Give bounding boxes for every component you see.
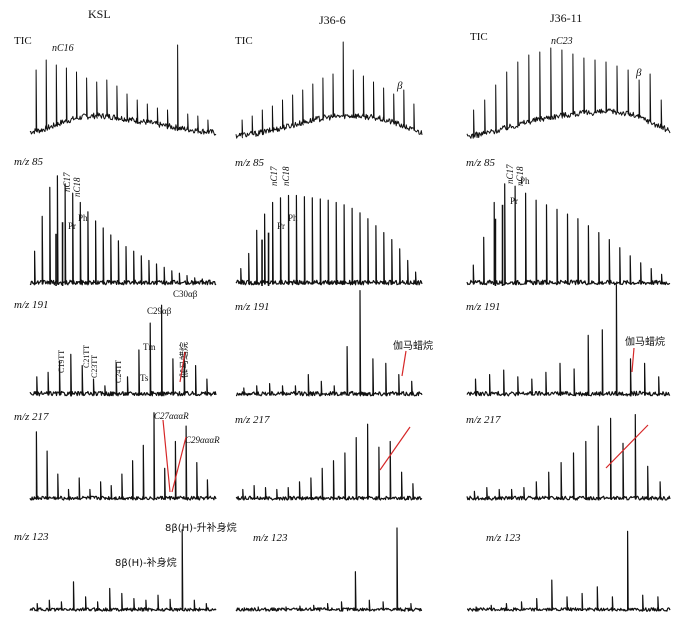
mz191-ksl-label-c21tt: C21TT <box>82 345 91 368</box>
guide-line-2 <box>631 347 635 373</box>
column-title-ksl: KSL <box>88 7 111 21</box>
mz85-ksl-label-ph: Ph <box>78 213 88 223</box>
row-label-mz217-j36-6: m/z 217 <box>235 414 270 426</box>
guide-line-6 <box>605 424 649 469</box>
trace-j36-6-m-z-85 <box>235 194 423 286</box>
trace-ksl-m-z-217 <box>29 412 217 501</box>
mz191-ksl-label-ts: Ts <box>140 373 149 383</box>
mz191-ksl-label-c29ab: C29αβ <box>147 306 172 316</box>
trace-ksl-m-z-123 <box>29 529 217 612</box>
trace-j36-11-m-z-85 <box>466 183 671 286</box>
tic-j36-11-label-beta: β <box>635 67 642 79</box>
row-label-mz85-j36-11: m/z 85 <box>466 157 496 169</box>
column-title-j36-11: J36-11 <box>550 11 582 25</box>
row-label-mz191-ksl: m/z 191 <box>14 299 49 311</box>
guide-line-4 <box>171 436 187 493</box>
mz85-j36-6-label-ph: Ph <box>288 213 298 223</box>
row-label-mz123-j36-11: m/z 123 <box>486 532 521 544</box>
mz123-ksl-label-drimane: 8β(H)-补身烷 <box>115 556 177 569</box>
mz191-ksl-label-c19tt: C19TT <box>57 350 66 373</box>
row-label-mz217-j36-11: m/z 217 <box>466 414 501 426</box>
mz217-ksl-label-c27aaar: C27αααR <box>154 411 189 421</box>
trace-ksl-tic <box>29 44 217 136</box>
trace-j36-11-m-z-217 <box>466 414 671 501</box>
row-label-mz191-j36-6: m/z 191 <box>235 301 270 313</box>
mz191-ksl-label-c24tt: C24TT <box>114 360 123 383</box>
row-label-mz191-j36-11: m/z 191 <box>466 301 501 313</box>
trace-j36-6-tic <box>235 41 423 139</box>
mz217-ksl-label-c29aaar: C29αααR <box>185 435 220 445</box>
mz85-j36-11-label-nc17: nC17 <box>505 164 515 184</box>
tic-j36-6-label-beta: β <box>396 80 403 92</box>
mz85-j36-11-label-ph: Ph <box>520 176 530 186</box>
row-label-tic-j36-6: TIC <box>235 35 253 47</box>
trace-j36-6-m-z-123 <box>235 527 423 612</box>
row-label-tic-ksl: TIC <box>14 35 32 47</box>
mz191-ksl-label-tm: Tm <box>143 342 156 352</box>
mz191-j36-11-label-gammacerane: 伽马蜡烷 <box>625 335 665 348</box>
trace-j36-11-m-z-123 <box>467 530 671 612</box>
mz85-ksl-label-nc18: nC18 <box>72 177 82 197</box>
mz85-j36-11-label-pr: Pr <box>510 196 518 206</box>
mz191-ksl-label-c30ab: C30αβ <box>173 289 198 299</box>
guide-line-5 <box>379 426 411 471</box>
row-label-mz123-ksl: m/z 123 <box>14 531 49 543</box>
mz191-j36-6-label-gammacerane: 伽马蜡烷 <box>393 339 433 352</box>
trace-j36-11-m-z-191 <box>466 284 671 397</box>
mz85-ksl-label-pr: Pr <box>68 221 76 231</box>
mz123-ksl-label-homodrimane: 8β(H)-升补身烷 <box>165 521 237 534</box>
row-label-mz85-j36-6: m/z 85 <box>235 157 265 169</box>
guide-line-3 <box>162 419 171 493</box>
mz85-ksl-label-nc17: nC17 <box>62 172 72 192</box>
row-label-mz217-ksl: m/z 217 <box>14 411 49 423</box>
column-title-j36-6: J36-6 <box>319 13 346 27</box>
mz85-j36-6-label-nc18: nC18 <box>281 166 291 186</box>
row-label-mz85-ksl: m/z 85 <box>14 156 44 168</box>
tic-ksl-label-nc16: nC16 <box>52 43 74 54</box>
trace-ksl-m-z-85 <box>29 175 217 286</box>
trace-j36-11-tic <box>466 47 671 139</box>
trace-ksl-m-z-191 <box>29 304 217 397</box>
tic-j36-11-label-nc23: nC23 <box>551 36 573 47</box>
trace-j36-6-m-z-217 <box>235 423 423 501</box>
row-label-mz123-j36-6: m/z 123 <box>253 532 288 544</box>
mz191-ksl-label-c23tt: C23TT <box>90 355 99 378</box>
mz85-j36-11-label-nc18: nC18 <box>515 166 525 186</box>
row-label-tic-j36-11: TIC <box>470 31 488 43</box>
guide-line-1 <box>401 350 407 377</box>
guide-line-0 <box>179 351 186 383</box>
trace-j36-6-m-z-191 <box>235 290 423 397</box>
mz85-j36-6-label-nc17: nC17 <box>269 166 279 186</box>
